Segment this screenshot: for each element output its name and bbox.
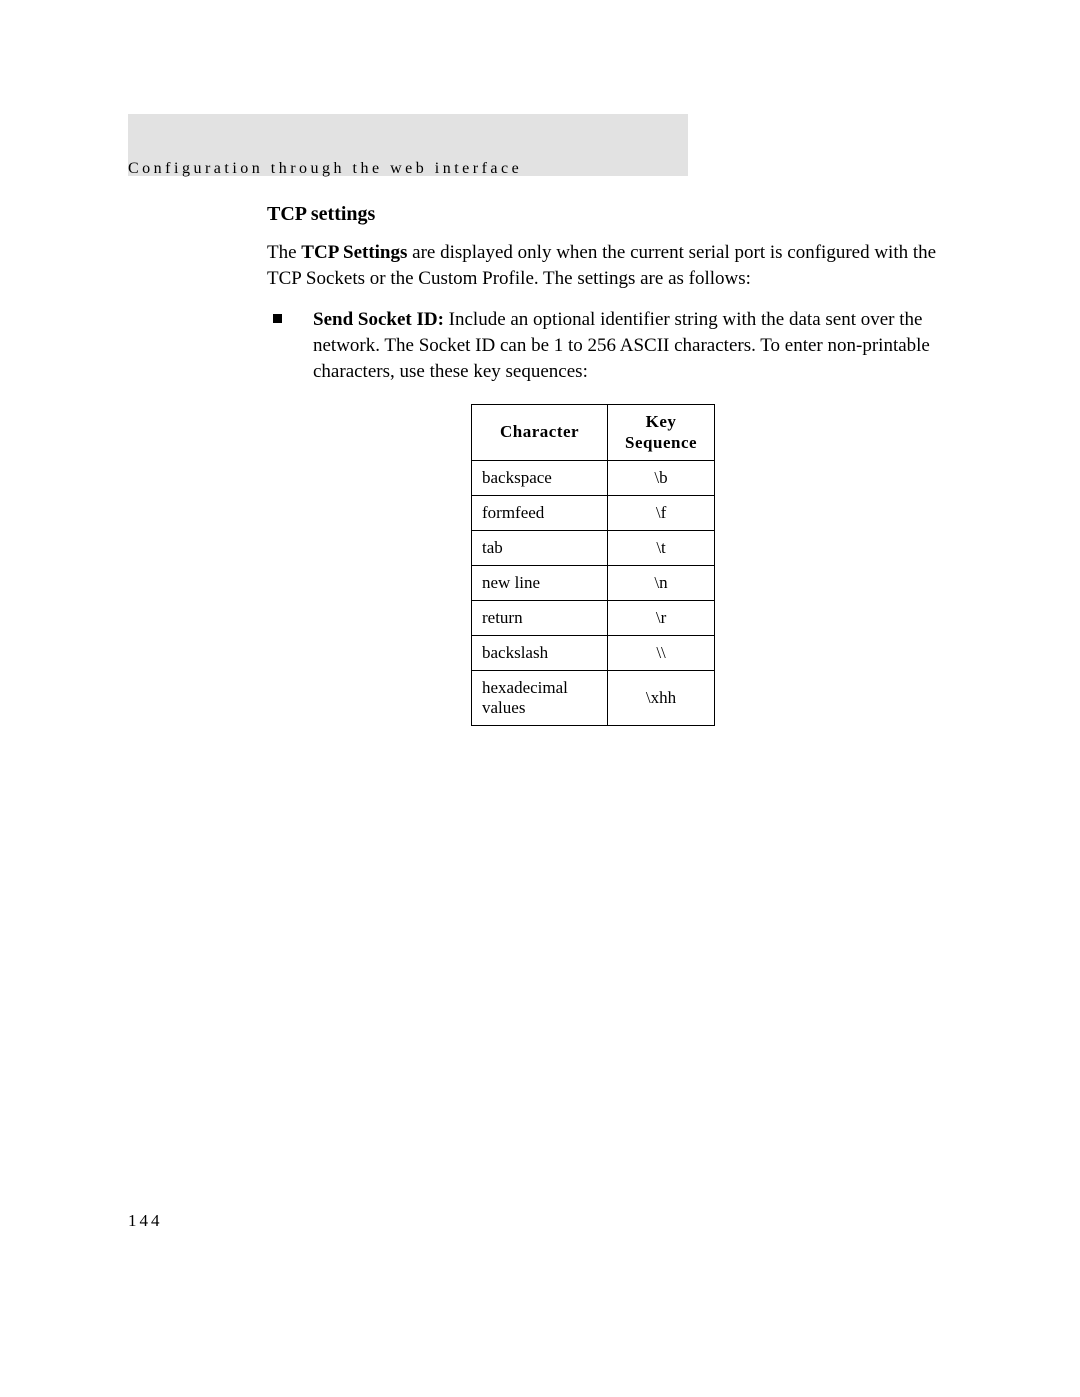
cell-char: backspace	[472, 460, 608, 495]
table-row: tab \t	[472, 530, 715, 565]
table-row: backslash \\	[472, 635, 715, 670]
content-area: TCP settings The TCP Settings are displa…	[267, 203, 947, 726]
table-row: formfeed \f	[472, 495, 715, 530]
table-row: backspace \b	[472, 460, 715, 495]
intro-bold: TCP Settings	[301, 242, 407, 263]
cell-seq: \b	[608, 460, 715, 495]
cell-char: hexadecimal values	[472, 670, 608, 725]
key-line1: Key	[646, 412, 677, 431]
key-sequence-table: Character Key Sequence backspace \b form…	[471, 404, 715, 726]
table-row: return \r	[472, 600, 715, 635]
bullet-send-socket-id: Send Socket ID: Include an optional iden…	[301, 307, 947, 384]
cell-seq: \\	[608, 635, 715, 670]
cell-seq: \xhh	[608, 670, 715, 725]
cell-char: formfeed	[472, 495, 608, 530]
table-header-row: Character Key Sequence	[472, 405, 715, 461]
intro-prefix: The	[267, 242, 301, 263]
col-header-character: Character	[472, 405, 608, 461]
table-wrap: Character Key Sequence backspace \b form…	[471, 404, 947, 726]
table-row: hexadecimal values \xhh	[472, 670, 715, 725]
cell-seq: \f	[608, 495, 715, 530]
bullet-label: Send Socket ID:	[313, 309, 444, 330]
cell-seq: \r	[608, 600, 715, 635]
bullet-list: Send Socket ID: Include an optional iden…	[267, 307, 947, 384]
cell-char: return	[472, 600, 608, 635]
cell-seq: \t	[608, 530, 715, 565]
key-line2: Sequence	[625, 433, 697, 452]
cell-char: new line	[472, 565, 608, 600]
page-number: 144	[128, 1211, 163, 1231]
cell-char: tab	[472, 530, 608, 565]
running-title: Configuration through the web interface	[128, 160, 522, 178]
cell-seq: \n	[608, 565, 715, 600]
section-title: TCP settings	[267, 203, 947, 226]
table-row: new line \n	[472, 565, 715, 600]
cell-char: backslash	[472, 635, 608, 670]
intro-paragraph: The TCP Settings are displayed only when…	[267, 240, 947, 291]
col-header-key-sequence: Key Sequence	[608, 405, 715, 461]
